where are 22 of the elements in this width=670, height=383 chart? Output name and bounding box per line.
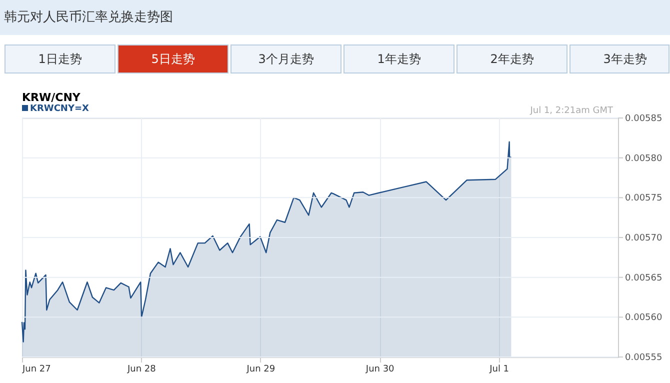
text: 2年走势 (490, 52, 534, 66)
y-tick-label: 0.00570 (625, 234, 662, 244)
text: 3个月走势 (258, 52, 314, 66)
text: 1年走势 (377, 52, 421, 66)
y-tick-label: 0.00555 (625, 353, 662, 363)
x-tick-label: Jun 30 (364, 364, 395, 374)
y-tick-label: 0.00585 (625, 114, 662, 124)
text: 5日走势 (151, 52, 195, 66)
y-tick-label: 0.00580 (625, 154, 662, 164)
y-tick-label: 0.00565 (625, 273, 662, 284)
x-tick-label: Jun 28 (126, 364, 156, 374)
x-tick-label: Jun 27 (22, 364, 51, 374)
text: Jul 1, 2:21am GMT (529, 106, 614, 116)
chart-title: 韩元对人民币汇率兑换走势图 (4, 9, 173, 25)
chart-subtitle: KRW/CNY (22, 91, 82, 104)
legend-label: KRWCNY=X (30, 104, 90, 114)
x-tick-label: Jun 29 (246, 364, 276, 374)
x-tick-label: Jul 1 (488, 364, 510, 374)
y-tick-label: 0.00575 (625, 194, 662, 204)
text: 3年走势 (603, 52, 647, 66)
y-tick-label: 0.00560 (625, 313, 662, 324)
text: 1日走势 (38, 52, 82, 66)
